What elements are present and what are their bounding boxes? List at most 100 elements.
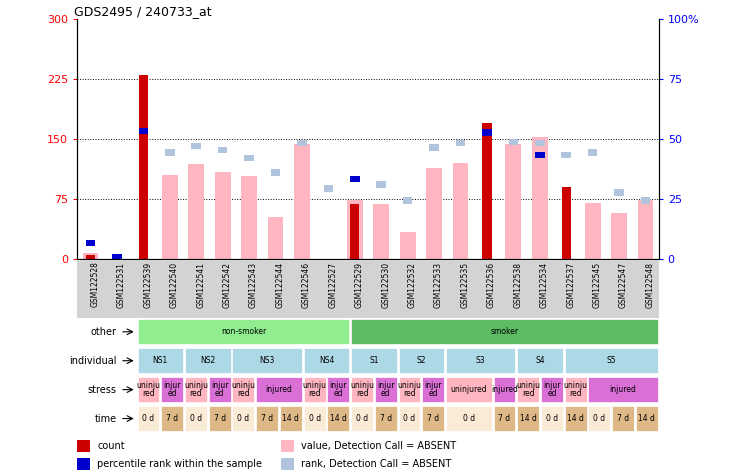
Text: 0 d: 0 d bbox=[308, 414, 321, 423]
Text: injur
ed: injur ed bbox=[211, 381, 228, 398]
Bar bbox=[233, 406, 255, 431]
Text: injur
ed: injur ed bbox=[330, 381, 347, 398]
Bar bbox=[138, 75, 148, 259]
Bar bbox=[328, 406, 350, 431]
Bar bbox=[218, 147, 227, 153]
Text: GSM122539: GSM122539 bbox=[144, 262, 152, 308]
Text: NS2: NS2 bbox=[200, 356, 216, 365]
Text: GSM122540: GSM122540 bbox=[170, 262, 179, 308]
Bar bbox=[375, 406, 397, 431]
Text: uninju
red: uninju red bbox=[516, 381, 540, 398]
Bar bbox=[233, 377, 255, 402]
Bar bbox=[589, 377, 658, 402]
Text: injured: injured bbox=[266, 385, 292, 394]
Text: injur
ed: injur ed bbox=[425, 381, 442, 398]
Text: uninju
red: uninju red bbox=[136, 381, 160, 398]
Text: value, Detection Call = ABSENT: value, Detection Call = ABSENT bbox=[300, 441, 456, 451]
Bar bbox=[138, 377, 160, 402]
Text: non-smoker: non-smoker bbox=[221, 328, 266, 336]
Text: GSM122546: GSM122546 bbox=[302, 262, 311, 308]
Bar bbox=[113, 257, 121, 259]
Text: S5: S5 bbox=[606, 356, 616, 365]
Text: GSM122531: GSM122531 bbox=[117, 262, 126, 308]
Text: S4: S4 bbox=[535, 356, 545, 365]
Text: S1: S1 bbox=[369, 356, 379, 365]
Bar bbox=[494, 406, 515, 431]
Bar bbox=[399, 377, 420, 402]
Text: 14 d: 14 d bbox=[283, 414, 300, 423]
Bar bbox=[351, 319, 658, 345]
Bar bbox=[641, 197, 651, 204]
Text: S3: S3 bbox=[476, 356, 486, 365]
Text: 7 d: 7 d bbox=[213, 414, 226, 423]
Bar bbox=[509, 139, 518, 145]
Text: 0 d: 0 d bbox=[546, 414, 558, 423]
Bar bbox=[535, 140, 545, 146]
Bar bbox=[351, 406, 373, 431]
Bar bbox=[294, 145, 310, 259]
Bar bbox=[399, 348, 445, 374]
Bar bbox=[422, 377, 445, 402]
Bar bbox=[446, 348, 515, 374]
Text: GSM122528: GSM122528 bbox=[91, 262, 99, 307]
Bar bbox=[562, 152, 571, 158]
Bar bbox=[256, 406, 278, 431]
Text: GSM122545: GSM122545 bbox=[592, 262, 601, 308]
Bar bbox=[271, 169, 280, 176]
Bar bbox=[373, 204, 389, 259]
Bar bbox=[209, 406, 230, 431]
Bar bbox=[77, 260, 659, 318]
Text: injured: injured bbox=[609, 385, 637, 394]
Bar bbox=[304, 377, 325, 402]
Bar bbox=[209, 377, 230, 402]
Bar bbox=[85, 240, 95, 246]
Text: GSM122542: GSM122542 bbox=[222, 262, 232, 308]
Bar bbox=[541, 377, 563, 402]
Bar bbox=[400, 232, 416, 259]
Bar bbox=[241, 176, 257, 259]
Text: 0 d: 0 d bbox=[356, 414, 368, 423]
Bar bbox=[589, 406, 610, 431]
Text: 0 d: 0 d bbox=[190, 414, 202, 423]
Bar bbox=[281, 440, 294, 452]
Bar bbox=[615, 189, 624, 196]
Bar bbox=[161, 406, 183, 431]
Bar bbox=[494, 377, 515, 402]
Text: GSM122534: GSM122534 bbox=[539, 262, 549, 308]
Text: rank, Detection Call = ABSENT: rank, Detection Call = ABSENT bbox=[300, 459, 451, 469]
Bar bbox=[453, 163, 468, 259]
Text: percentile rank within the sample: percentile rank within the sample bbox=[97, 459, 262, 469]
Bar bbox=[422, 406, 445, 431]
Text: NS4: NS4 bbox=[319, 356, 334, 365]
Bar bbox=[268, 217, 283, 259]
Text: other: other bbox=[91, 327, 116, 337]
Bar bbox=[281, 458, 294, 470]
Text: 7 d: 7 d bbox=[427, 414, 439, 423]
Bar bbox=[347, 201, 363, 259]
Bar bbox=[162, 175, 177, 259]
Bar bbox=[350, 176, 360, 182]
Text: GSM122532: GSM122532 bbox=[408, 262, 417, 308]
Bar bbox=[297, 140, 307, 146]
Bar bbox=[426, 168, 442, 259]
Text: uninju
red: uninju red bbox=[302, 381, 327, 398]
Text: count: count bbox=[97, 441, 124, 451]
Text: GSM122544: GSM122544 bbox=[275, 262, 285, 308]
Text: 14 d: 14 d bbox=[330, 414, 347, 423]
Bar bbox=[215, 173, 230, 259]
Text: 7 d: 7 d bbox=[498, 414, 511, 423]
Bar bbox=[403, 197, 412, 204]
Bar bbox=[304, 348, 350, 374]
Text: GDS2495 / 240733_at: GDS2495 / 240733_at bbox=[74, 5, 212, 18]
Bar bbox=[304, 406, 325, 431]
Text: injur
ed: injur ed bbox=[543, 381, 561, 398]
Text: 0 d: 0 d bbox=[237, 414, 250, 423]
Bar bbox=[351, 377, 373, 402]
Bar bbox=[233, 348, 302, 374]
Text: smoker: smoker bbox=[490, 328, 519, 336]
Text: 7 d: 7 d bbox=[380, 414, 392, 423]
Text: NS1: NS1 bbox=[152, 356, 168, 365]
Bar bbox=[188, 164, 204, 259]
Bar bbox=[637, 201, 654, 259]
Text: GSM122541: GSM122541 bbox=[197, 262, 205, 308]
